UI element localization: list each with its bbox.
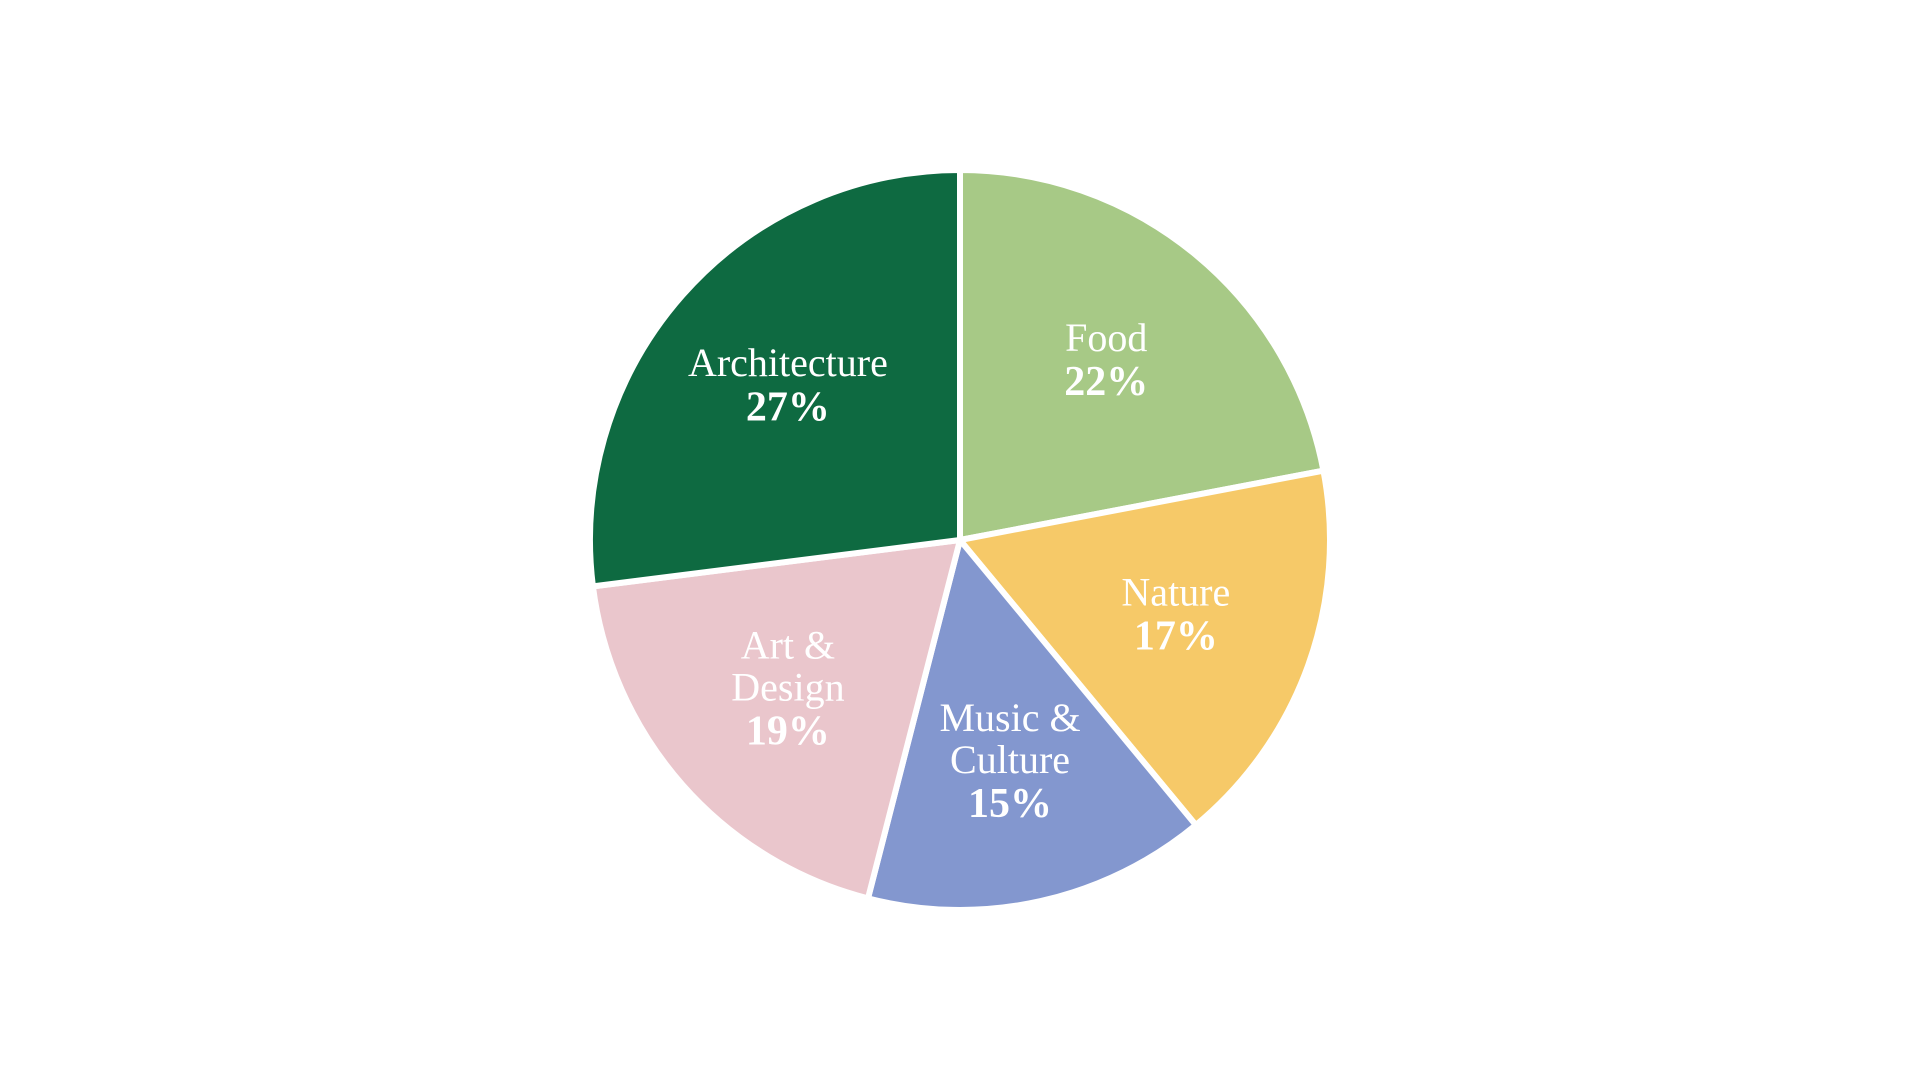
- slice-pct-text: 27%: [746, 384, 830, 430]
- slice-label-text: Architecture: [688, 340, 888, 385]
- pie-chart: Food22% Nature17% Music &Culture15% Art &De…: [0, 0, 1920, 1080]
- slice-pct-text: 19%: [746, 709, 830, 755]
- slice-label: Food22%: [1064, 315, 1148, 405]
- chart-container: Food22% Nature17% Music &Culture15% Art &De…: [0, 0, 1920, 1080]
- slice-label: Art &Design19%: [731, 623, 844, 755]
- slice-label-text: Food: [1065, 315, 1147, 360]
- slice-label-text: Art &: [741, 623, 835, 668]
- slice-label-text: Design: [731, 665, 844, 710]
- slice-label-text: Nature: [1121, 570, 1230, 615]
- slice-pct-text: 15%: [968, 781, 1052, 827]
- slice-pct-text: 17%: [1134, 614, 1218, 660]
- slice-label-text: Music &: [939, 695, 1080, 740]
- slice-pct-text: 22%: [1064, 359, 1148, 405]
- slice-label-text: Culture: [950, 737, 1070, 782]
- slice-label: Nature17%: [1121, 570, 1230, 660]
